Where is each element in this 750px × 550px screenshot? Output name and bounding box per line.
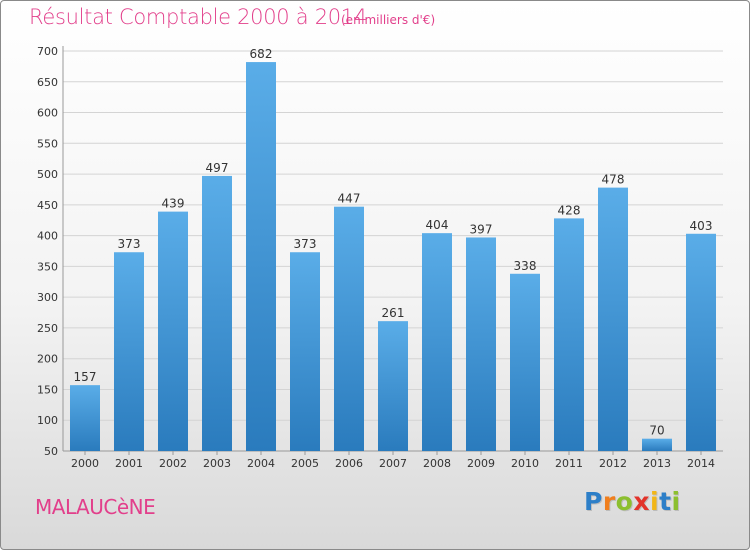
y-tick-label: 450: [37, 199, 58, 212]
x-tick-label: 2011: [555, 457, 583, 470]
y-tick-label: 550: [37, 137, 58, 150]
y-tick-label: 400: [37, 230, 58, 243]
bar-value-label: 261: [382, 306, 405, 320]
bar: [70, 385, 100, 451]
bar: [554, 218, 584, 451]
x-tick-label: 2008: [423, 457, 451, 470]
y-tick-label: 150: [37, 383, 58, 396]
bar-value-label: 404: [426, 218, 449, 232]
bar: [334, 206, 364, 451]
bar: [290, 252, 320, 451]
bar-value-label: 373: [294, 237, 317, 251]
city-name: MALAUCèNE: [35, 495, 156, 519]
logo-letter: o: [615, 487, 634, 516]
x-tick-label: 2005: [291, 457, 319, 470]
x-tick-label: 2013: [643, 457, 671, 470]
proxiti-logo[interactable]: Proxiti: [584, 487, 681, 516]
bar-value-label: 403: [690, 219, 713, 233]
chart-title: Résultat Comptable 2000 à 2014: [29, 5, 367, 29]
bar: [202, 175, 232, 451]
bar: [378, 321, 408, 451]
x-tick-label: 2003: [203, 457, 231, 470]
bar-value-label: 682: [250, 47, 273, 61]
y-tick-label: 500: [37, 168, 58, 181]
x-tick-label: 2010: [511, 457, 539, 470]
bars: [70, 62, 716, 451]
y-tick-label: 700: [37, 45, 58, 58]
bar: [114, 252, 144, 451]
logo-letter: P: [584, 487, 603, 516]
labels: 157 373 439 497 682 373 447 261 404 397 338 428 478 7…: [74, 47, 713, 438]
bar-value-label: 428: [558, 203, 581, 217]
x-tick-label: 2001: [115, 457, 143, 470]
logo-letter: i: [650, 487, 660, 516]
bar: [422, 233, 452, 451]
bar-value-label: 447: [338, 192, 361, 206]
logo-letter: x: [633, 487, 650, 516]
y-tick-label: 200: [37, 353, 58, 366]
y-tick-label: 50: [44, 445, 58, 458]
bar: [686, 233, 716, 451]
bar-value-label: 439: [162, 197, 185, 211]
x-tick-label: 2002: [159, 457, 187, 470]
bar-value-label: 70: [649, 424, 664, 438]
y-tick-label: 650: [37, 76, 58, 89]
bar: [158, 211, 188, 451]
bar-value-label: 497: [206, 161, 229, 175]
bar-value-label: 338: [514, 259, 537, 273]
y-tick-label: 100: [37, 414, 58, 427]
x-tick-label: 2004: [247, 457, 275, 470]
y-tick-label: 600: [37, 107, 58, 120]
chart-subtitle: (en milliers d'€): [341, 13, 436, 27]
x-tick-label: 2006: [335, 457, 363, 470]
x-tick-label: 2009: [467, 457, 495, 470]
bar: [642, 438, 672, 451]
x-tick-label: 2000: [71, 457, 99, 470]
x-tick-label: 2007: [379, 457, 407, 470]
y-tick-label: 350: [37, 260, 58, 273]
bar-value-label: 157: [74, 370, 97, 384]
x-tick-label: 2012: [599, 457, 627, 470]
bar-value-label: 478: [602, 173, 625, 187]
y-tick-label: 250: [37, 322, 58, 335]
bar-value-label: 397: [470, 222, 493, 236]
logo-letter: t: [659, 487, 672, 516]
y-tick-label: 300: [37, 291, 58, 304]
bar: [598, 187, 628, 451]
logo-letter: r: [602, 487, 616, 516]
bar: [510, 273, 540, 451]
axes: 50 100 150 200 250 300 350 400 450 500 550 600 650 70…: [37, 45, 723, 470]
bar: [466, 237, 496, 451]
x-tick-label: 2014: [687, 457, 715, 470]
bar-value-label: 373: [118, 237, 141, 251]
logo-letter: i: [671, 487, 681, 516]
bar: [246, 62, 276, 451]
